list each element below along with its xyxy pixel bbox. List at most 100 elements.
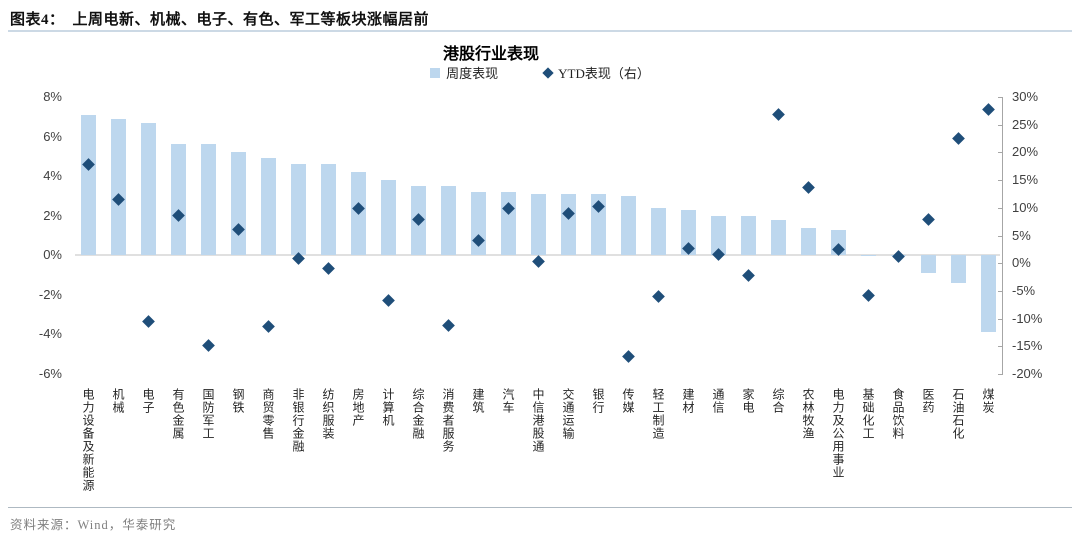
ytd-data-point [531,255,545,268]
left-axis-tick-label: -6% [38,366,62,381]
category-label: 纺织服装 [321,388,335,440]
ytd-data-point [201,338,215,352]
bar-weekly-performance [980,255,996,333]
figure-caption-text: 上周电新、机械、电子、有色、军工等板块涨幅居前 [72,12,430,28]
right-axis-tick [998,374,1003,375]
left-axis-tick-label: 2% [43,207,62,223]
weekly-square-icon [430,67,441,78]
footer-rule [8,507,1072,508]
category-label: 计算机 [381,388,395,427]
figure-caption-prefix: 图表4： [10,12,65,28]
ytd-data-point [921,213,935,227]
legend-item-weekly: 周度表现 [430,63,498,82]
bar-weekly-performance [440,186,456,256]
right-axis-tick [998,180,1003,182]
bar-weekly-performance [770,219,786,256]
bar-weekly-performance [200,144,216,256]
category-label: 银行 [591,388,605,414]
ytd-data-point [801,181,815,195]
category-label: 建材 [681,388,695,414]
ytd-data-point [441,318,455,332]
bar-weekly-performance [950,255,966,283]
bar-weekly-performance [170,144,186,256]
ytd-data-point [141,315,155,329]
right-axis-tick [998,346,1003,348]
right-axis-tick-label: 0% [1012,255,1031,271]
right-axis-tick [998,124,1003,126]
category-label: 传媒 [621,388,635,414]
category-label: 中信港股通 [531,388,545,453]
legend-label-weekly: 周度表现 [446,66,499,81]
ytd-data-point [621,350,635,364]
ytd-data-point [741,269,755,283]
bar-weekly-performance [530,193,546,256]
category-label: 国防军工 [201,388,215,440]
right-axis-tick-label: -10% [1012,310,1043,326]
category-label: 轻工制造 [651,388,665,440]
left-axis-tick-label: -2% [38,286,62,302]
bar-weekly-performance [230,152,246,256]
right-axis-tick [998,263,1003,265]
right-axis-tick [998,235,1003,237]
bar-weekly-performance [800,227,816,256]
ytd-data-point [321,262,335,276]
bar-weekly-performance [80,114,96,256]
category-label: 汽车 [501,388,515,414]
right-axis-tick-label: -15% [1012,338,1043,354]
right-axis-tick [998,290,1003,292]
bar-weekly-performance [920,255,936,274]
category-label: 商贸零售 [261,388,275,440]
left-axis-tick-label: 4% [43,168,62,184]
bar-weekly-performance [650,207,666,256]
right-axis-tick-label: 15% [1012,172,1039,188]
legend-label-ytd: YTD表现（右） [558,66,650,81]
chart-title: 港股行业表现 [442,46,539,63]
ytd-data-point [771,108,785,122]
bar-weekly-performance [860,255,876,257]
right-axis-tick-label: -5% [1012,282,1036,298]
category-label: 消费者服务 [441,388,455,453]
chart-legend: 周度表现 YTD表现（右） [0,63,1080,82]
category-label: 综合 [771,388,785,414]
right-axis-tick-label: -20% [1012,366,1043,381]
ytd-data-point [891,250,905,263]
category-label: 家电 [741,388,755,414]
right-axis-tick [998,207,1003,209]
left-axis-tick-label: 8% [43,89,62,104]
category-label: 有色金属 [171,388,185,440]
category-label: 煤炭 [981,388,995,414]
category-label: 交通运输 [561,388,575,440]
category-label: 电力及公用事业 [831,388,845,479]
ytd-data-point [261,320,275,334]
category-label: 医药 [921,388,935,414]
ytd-data-point [981,102,995,116]
left-axis-tick-label: 6% [43,128,62,144]
right-axis-tick [998,97,1003,98]
right-axis-tick-label: 30% [1012,89,1039,104]
bar-weekly-performance [290,164,306,256]
bar-weekly-performance [740,215,756,256]
right-axis-tick [998,152,1003,154]
left-axis-tick-label: 0% [43,247,62,263]
bar-weekly-performance [320,164,336,256]
category-label: 基础化工 [861,388,875,440]
category-label: 建筑 [471,388,485,414]
right-axis-tick-label: 20% [1012,144,1039,160]
right-axis-tick-label: 5% [1012,227,1031,243]
category-label: 钢铁 [231,388,245,414]
bar-weekly-performance [560,193,576,256]
right-axis-tick-label: 25% [1012,116,1039,132]
bar-weekly-performance [680,209,696,256]
bar-weekly-performance [140,122,156,256]
right-axis-tick [998,318,1003,320]
category-label: 电子 [141,388,155,414]
category-label: 农林牧渔 [801,388,815,440]
figure-caption: 图表4： 上周电新、机械、电子、有色、军工等板块涨幅居前 [10,8,429,29]
bar-weekly-performance [710,215,726,256]
bar-weekly-performance [110,118,126,256]
left-axis-tick-label: -4% [38,326,62,342]
category-label: 电力设备及新能源 [81,388,95,492]
category-label: 房地产 [351,388,365,427]
category-label: 非银行金融 [291,388,305,453]
